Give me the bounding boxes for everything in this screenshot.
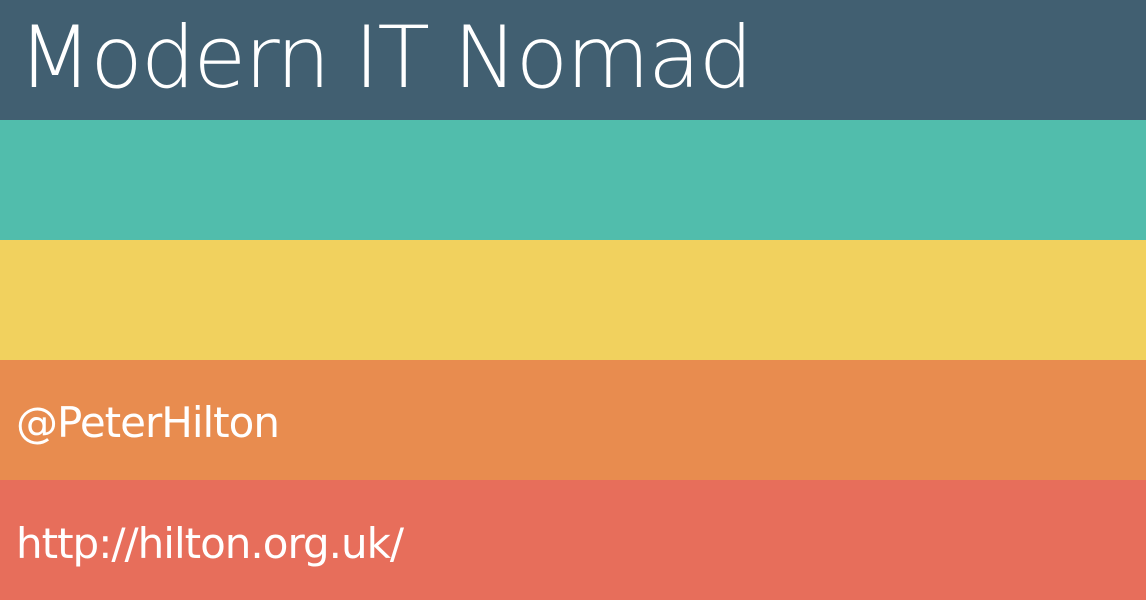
url-band: http://hilton.org.uk/ (0, 480, 1146, 600)
teal-band (0, 120, 1146, 240)
title-band: Modern IT Nomad (0, 0, 1146, 120)
website-url: http://hilton.org.uk/ (16, 519, 404, 568)
slide-title: Modern IT Nomad (18, 8, 753, 108)
yellow-band (0, 240, 1146, 360)
twitter-handle: @PeterHilton (16, 398, 280, 447)
handle-band: @PeterHilton (0, 360, 1146, 480)
